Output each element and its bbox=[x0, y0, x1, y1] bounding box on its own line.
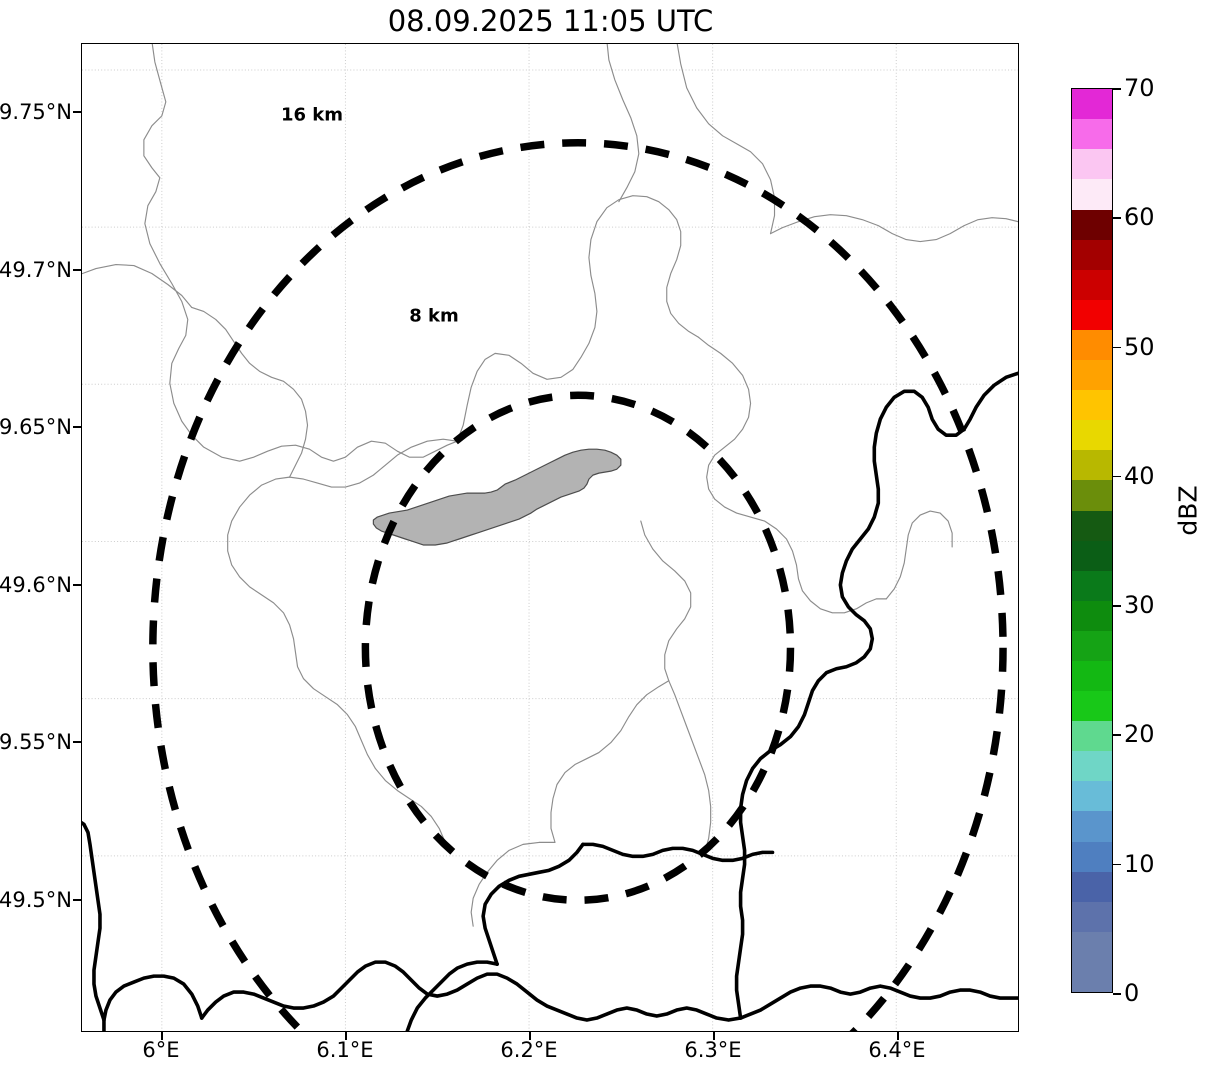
colorbar-tick-mark-6 bbox=[1113, 217, 1121, 219]
colorbar-band-2 bbox=[1072, 901, 1112, 932]
range-ring-label-8km: 8 km bbox=[409, 305, 459, 327]
colorbar-band-9 bbox=[1072, 691, 1112, 722]
colorbar-band-7 bbox=[1072, 751, 1112, 782]
colorbar-band-23 bbox=[1072, 269, 1112, 300]
colorbar-tick-label-2: 20 bbox=[1124, 720, 1155, 749]
colorbar-band-3 bbox=[1072, 871, 1112, 902]
colorbar-band-1 bbox=[1072, 931, 1112, 962]
x-tick-mark-3 bbox=[713, 1032, 715, 1040]
page-title: 08.09.2025 11:05 UTC bbox=[387, 4, 714, 38]
y-tick-label-3: 49.65°N bbox=[0, 415, 72, 439]
x-tick-label-0: 6°E bbox=[142, 1038, 180, 1062]
y-axis-tick-labels: 49.5°N 49.55°N 49.6°N 49.65°N 49.7°N 49.… bbox=[0, 43, 72, 1032]
y-tick-mark-1 bbox=[73, 741, 81, 743]
y-tick-mark-4 bbox=[73, 269, 81, 271]
colorbar-tick-group: 0 10 20 30 40 50 60 70 bbox=[1113, 74, 1207, 1007]
colorbar-band-14 bbox=[1072, 540, 1112, 571]
colorbar-band-10 bbox=[1072, 660, 1112, 692]
y-tick-mark-5 bbox=[73, 111, 81, 113]
colorbar-band-5 bbox=[1072, 811, 1112, 842]
colorbar-tick-mark-2 bbox=[1113, 734, 1121, 736]
x-tick-label-2: 6.2°E bbox=[500, 1038, 558, 1062]
range-ring-label-16km: 16 km bbox=[280, 104, 344, 126]
x-tick-mark-4 bbox=[897, 1032, 899, 1040]
colorbar-band-16 bbox=[1072, 480, 1112, 511]
x-tick-label-4: 6.4°E bbox=[868, 1038, 926, 1062]
colorbar-band-27 bbox=[1072, 149, 1112, 180]
colorbar-band-11 bbox=[1072, 630, 1112, 661]
lake-polygon bbox=[372, 448, 622, 546]
colorbar-tick-mark-3 bbox=[1113, 605, 1121, 607]
colorbar-band-6 bbox=[1072, 781, 1112, 812]
y-tick-label-5: 49.75°N bbox=[0, 100, 72, 124]
x-tick-mark-0 bbox=[161, 1032, 163, 1040]
colorbar-band-26 bbox=[1072, 179, 1112, 210]
colorbar-band-19 bbox=[1072, 390, 1112, 421]
x-tick-mark-1 bbox=[345, 1032, 347, 1040]
country-borders bbox=[82, 371, 1018, 1031]
colorbar-tick-mark-0 bbox=[1113, 993, 1121, 995]
colorbar-band-29 bbox=[1072, 89, 1112, 120]
colorbar-tick-label-7: 70 bbox=[1124, 74, 1155, 102]
colorbar-band-17 bbox=[1072, 450, 1112, 481]
colorbar-band-18 bbox=[1072, 420, 1112, 451]
colorbar-tick-label-0: 0 bbox=[1124, 979, 1140, 1007]
y-tick-label-2: 49.6°N bbox=[0, 572, 72, 597]
colorbar-tick-mark-7 bbox=[1113, 88, 1121, 90]
admin-borders bbox=[82, 44, 1018, 927]
colorbar-band-8 bbox=[1072, 721, 1112, 752]
x-tick-label-1: 6.1°E bbox=[316, 1038, 374, 1062]
colorbar[interactable] bbox=[1071, 88, 1113, 993]
colorbar-band-15 bbox=[1072, 510, 1112, 541]
colorbar-tick-label-6: 60 bbox=[1124, 203, 1155, 232]
y-tick-label-1: 49.55°N bbox=[0, 730, 72, 754]
colorbar-band-20 bbox=[1072, 360, 1112, 391]
colorbar-tick-label-4: 40 bbox=[1124, 461, 1155, 490]
y-tick-mark-3 bbox=[73, 426, 81, 428]
map-plot-area[interactable]: 16 km 8 km bbox=[81, 43, 1019, 1032]
colorbar-band-25 bbox=[1072, 209, 1112, 240]
y-tick-label-4: 49.7°N bbox=[0, 257, 72, 282]
colorbar-band-21 bbox=[1072, 329, 1112, 361]
colorbar-axis-label: dBZ bbox=[1173, 485, 1203, 536]
colorbar-band-12 bbox=[1072, 600, 1112, 631]
colorbar-band-22 bbox=[1072, 299, 1112, 330]
colorbar-band-28 bbox=[1072, 119, 1112, 150]
x-axis-tick-labels: 6°E 6.1°E 6.2°E 6.3°E 6.4°E bbox=[81, 1038, 1019, 1068]
colorbar-band-4 bbox=[1072, 841, 1112, 872]
colorbar-tick-label-1: 10 bbox=[1124, 849, 1155, 878]
colorbar-band-13 bbox=[1072, 570, 1112, 601]
colorbar-band-0 bbox=[1072, 961, 1112, 992]
range-ring-8km bbox=[361, 391, 795, 905]
x-tick-mark-2 bbox=[529, 1032, 531, 1040]
colorbar-tick-mark-4 bbox=[1113, 475, 1121, 478]
range-ring-16km bbox=[149, 139, 1007, 1031]
colorbar-band-24 bbox=[1072, 239, 1112, 270]
y-tick-mark-2 bbox=[73, 584, 81, 586]
grid-lines bbox=[82, 44, 1018, 1031]
y-tick-label-0: 49.5°N bbox=[0, 887, 72, 912]
colorbar-tick-mark-1 bbox=[1113, 863, 1121, 866]
y-tick-mark-0 bbox=[73, 899, 81, 901]
map-canvas bbox=[82, 44, 1018, 1031]
x-tick-label-3: 6.3°E bbox=[684, 1038, 742, 1062]
colorbar-tick-label-3: 30 bbox=[1124, 591, 1155, 620]
colorbar-tick-label-5: 50 bbox=[1124, 332, 1155, 361]
colorbar-tick-mark-5 bbox=[1113, 346, 1121, 349]
